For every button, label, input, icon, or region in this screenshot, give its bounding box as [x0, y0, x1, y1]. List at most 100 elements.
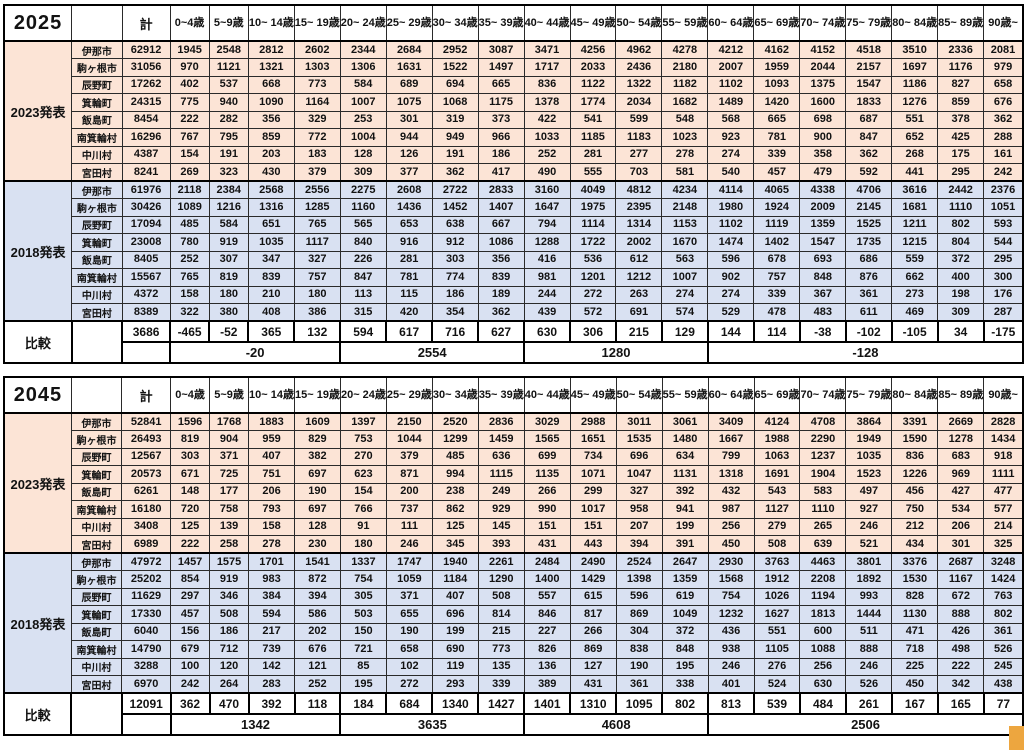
population-value: 2836 — [477, 412, 525, 431]
population-value: 1568 — [707, 570, 755, 589]
population-value: 358 — [799, 145, 847, 164]
year-label: 2045 — [3, 376, 72, 414]
population-value: 2344 — [339, 40, 387, 59]
population-value: 862 — [431, 500, 479, 519]
total-value: 6261 — [121, 482, 172, 501]
age-column-header: 75~ 79歳 — [845, 4, 893, 42]
population-value: 678 — [753, 250, 801, 269]
population-value: 548 — [661, 110, 709, 129]
population-value: 1682 — [661, 93, 709, 112]
population-value: 1774 — [569, 93, 617, 112]
population-value: 795 — [208, 128, 249, 147]
population-value: 456 — [891, 482, 939, 501]
population-value: 753 — [339, 430, 387, 449]
population-value: 498 — [937, 640, 985, 659]
population-value: 2376 — [983, 180, 1024, 199]
table-row: 箕輪町 20573 671 725 751 697 623 871 994 1115 1135 107… — [4, 465, 1024, 484]
total-value: 52841 — [121, 412, 172, 431]
compare-row: 比較 12091 362 470 392 118 184 684 1340 1427 1401 131… — [2, 692, 1024, 736]
population-value: 750 — [891, 500, 939, 519]
compare-value: 594 — [339, 320, 388, 343]
population-value: 432 — [707, 482, 755, 501]
population-value: 263 — [615, 285, 663, 304]
population-value: 222 — [170, 535, 211, 554]
table-row: 辰野町 17094 485 584 651 765 565 653 638 667 794 1114 1… — [4, 215, 1024, 234]
population-value: 524 — [753, 675, 801, 694]
population-value: 372 — [937, 250, 985, 269]
population-value: 3011 — [615, 412, 663, 431]
population-value: 121 — [294, 657, 341, 676]
population-value: 2034 — [615, 93, 663, 112]
population-value: 1176 — [937, 58, 985, 77]
compare-value: 132 — [293, 320, 342, 343]
table-row: 駒ヶ根市 25202 854 919 983 872 754 1059 1184 1290 1400… — [4, 570, 1024, 589]
population-value: 697 — [294, 465, 341, 484]
population-value: 725 — [209, 465, 250, 484]
population-value: 246 — [845, 517, 893, 536]
population-value: 739 — [248, 640, 295, 659]
population-value: 1474 — [707, 233, 755, 252]
age-column-header: 35~ 39歳 — [477, 376, 525, 414]
population-value: 402 — [169, 75, 210, 94]
population-value: 195 — [339, 675, 387, 694]
population-value: 718 — [891, 640, 939, 659]
population-value: 303 — [431, 250, 479, 269]
population-value: 439 — [523, 303, 571, 322]
population-value: 186 — [431, 285, 479, 304]
population-value: 3391 — [891, 412, 939, 431]
population-value: 309 — [937, 303, 985, 322]
age-column-header: 90歳~ — [983, 376, 1024, 414]
population-value: 1697 — [891, 58, 939, 77]
population-value: 2436 — [615, 58, 663, 77]
population-value: 686 — [845, 250, 893, 269]
population-value: 1627 — [753, 605, 801, 624]
age-column-header: 75~ 79歳 — [845, 376, 893, 414]
population-value: 339 — [753, 145, 801, 164]
population-value: 1316 — [247, 198, 295, 217]
population-value: 319 — [431, 110, 479, 129]
population-value: 416 — [523, 250, 571, 269]
population-value: 1164 — [293, 93, 341, 112]
population-value: 361 — [983, 622, 1024, 641]
population-value: 2647 — [661, 552, 709, 571]
population-value: 384 — [248, 587, 295, 606]
population-value: 227 — [523, 622, 571, 641]
population-value: 619 — [661, 587, 709, 606]
population-value: 1007 — [661, 268, 709, 287]
population-value: 581 — [661, 163, 709, 182]
population-value: 847 — [845, 128, 893, 147]
population-value: 691 — [615, 303, 663, 322]
population-value: 266 — [523, 482, 571, 501]
population-value: 226 — [339, 250, 387, 269]
compare-value: 627 — [477, 320, 526, 343]
compare-value: 617 — [385, 320, 434, 343]
population-value: 4065 — [753, 180, 801, 199]
population-value: 338 — [661, 675, 709, 694]
table-row: 2023発表 伊那市 52841 1596 1768 1883 1609 1397 2150 25… — [3, 412, 1024, 554]
population-value: 128 — [339, 145, 387, 164]
compare-group-row: -20 2554 1280 -128 — [4, 341, 1024, 364]
population-value: 696 — [615, 447, 663, 466]
population-value: 757 — [293, 268, 341, 287]
population-value: 1276 — [891, 93, 939, 112]
population-value: 902 — [707, 268, 755, 287]
population-value: 483 — [799, 303, 847, 322]
population-value: 148 — [170, 482, 211, 501]
compare-group-row: 1342 3635 4608 2506 — [4, 713, 1024, 736]
population-value: 282 — [208, 110, 249, 129]
population-value: 900 — [799, 128, 847, 147]
population-value: 1117 — [293, 233, 341, 252]
compare-value: 34 — [936, 320, 985, 343]
population-value: 1088 — [799, 640, 847, 659]
population-value: 540 — [707, 163, 755, 182]
total-value: 20573 — [121, 465, 172, 484]
population-value: 1378 — [523, 93, 571, 112]
population-value: 102 — [385, 657, 433, 676]
table-row: 2018発表 伊那市 61976 2118 2384 2568 2556 2275 2608 27… — [3, 180, 1024, 322]
population-value: 521 — [845, 535, 893, 554]
population-value: 111 — [385, 517, 433, 536]
population-value: 563 — [661, 250, 709, 269]
population-value: 273 — [891, 285, 939, 304]
total-value: 16296 — [121, 128, 171, 147]
population-value: 347 — [247, 250, 295, 269]
